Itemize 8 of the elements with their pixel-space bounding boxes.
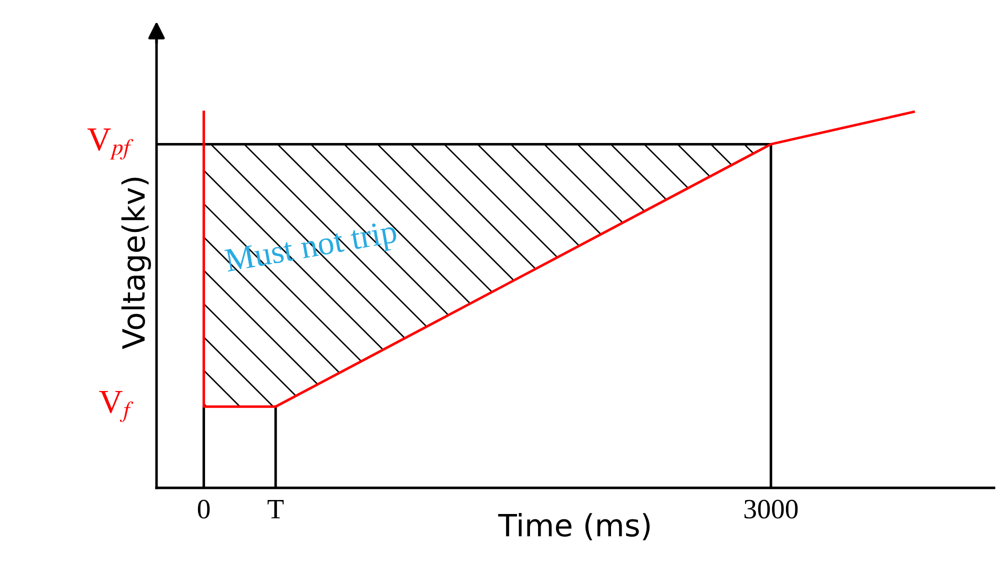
x-tick-label: T bbox=[268, 500, 284, 518]
x-tick-label: 0 bbox=[198, 500, 210, 519]
x-tick-label: 3000 bbox=[744, 500, 798, 519]
x-axis-title: Time (ms) bbox=[498, 513, 650, 540]
annotation: Must not trip bbox=[224, 220, 399, 279]
text: V$_{f}$ bbox=[99, 390, 134, 422]
text: V$_{pf}$ bbox=[87, 128, 134, 160]
y-axis-title: Voltage(kv) bbox=[121, 178, 151, 350]
